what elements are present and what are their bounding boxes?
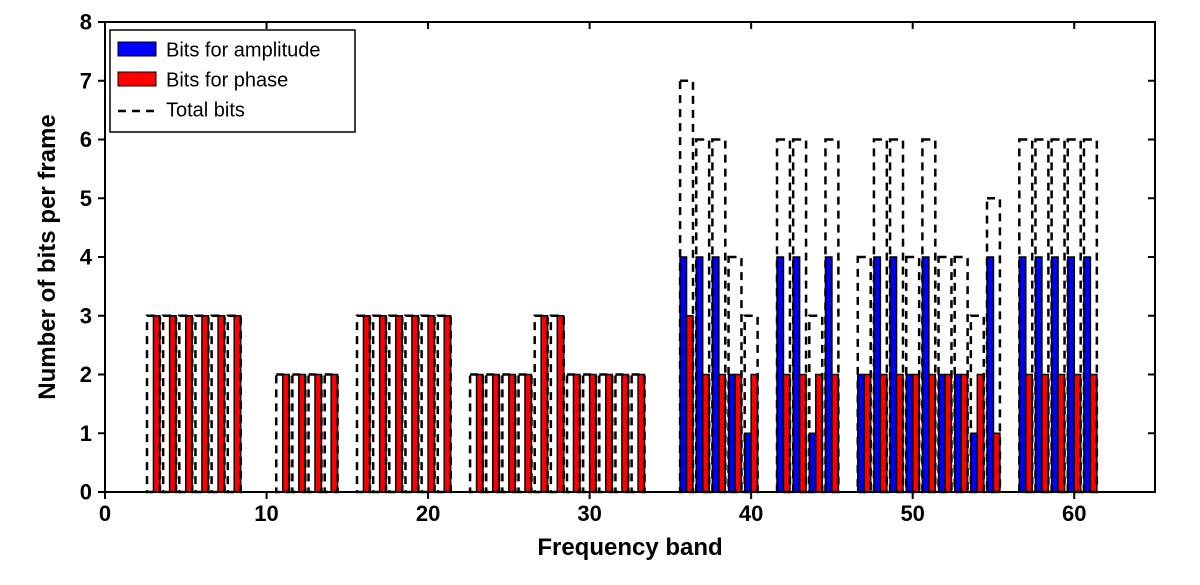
ytick-label: 6 [80,127,92,152]
bar-amplitude [858,375,864,493]
bar-phase [1026,375,1032,493]
legend-label: Bits for amplitude [166,39,321,61]
y-axis-label: Number of bits per frame [34,114,61,399]
bar-amplitude [955,375,961,493]
legend-swatch [118,72,156,86]
bar-phase [897,375,903,493]
ytick-label: 5 [80,186,92,211]
xtick-label: 10 [254,501,278,526]
legend-swatch [118,42,156,56]
xtick-label: 30 [577,501,601,526]
legend-label: Bits for phase [166,69,288,91]
bar-phase [703,375,709,493]
xtick-label: 60 [1062,501,1086,526]
bar-chart: 0 10 20 30 40 50 60 0 1 2 3 4 5 6 7 8 Frequency band Numb… [0,0,1200,585]
bar-amplitude [939,375,945,493]
bar-amplitude [906,375,912,493]
bar-phase [783,375,789,493]
bar-phase [1058,375,1064,493]
xtick-label: 40 [739,501,763,526]
ytick-label: 7 [80,68,92,93]
xtick-label: 50 [900,501,924,526]
legend: Bits for amplitude Bits for phase Total bi… [110,30,355,132]
xtick-label: 20 [416,501,440,526]
bar-amplitude [729,375,735,493]
ytick-label: 2 [80,362,92,387]
legend-label: Total bits [166,99,245,121]
ytick-label: 4 [80,245,93,270]
bar-phase [800,375,806,493]
bar-phase [1074,375,1080,493]
ytick-label: 8 [80,10,92,35]
bar-phase [1090,375,1096,493]
x-axis-label: Frequency band [537,534,722,561]
bar-phase [880,375,886,493]
chart-container: 0 10 20 30 40 50 60 0 1 2 3 4 5 6 7 8 Frequency band Numb… [0,0,1200,585]
bar-phase [1042,375,1048,493]
bar-phase [719,375,725,493]
ytick-label: 0 [80,480,92,505]
ytick-label: 1 [80,421,92,446]
xtick-label: 0 [99,501,111,526]
bar-phase [929,375,935,493]
bar-phase [832,375,838,493]
ytick-label: 3 [80,303,92,328]
